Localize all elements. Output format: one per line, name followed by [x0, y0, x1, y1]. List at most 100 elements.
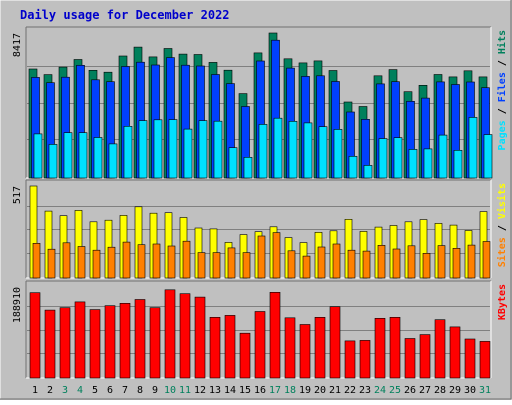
hits-panel: 8417 Pages / Files / Hits	[12, 26, 508, 179]
x-tick-label: 28	[434, 385, 446, 396]
x-tick-label: 21	[329, 385, 341, 396]
bar-pages-day-3	[63, 132, 73, 179]
x-tick-label: 16	[254, 385, 266, 396]
bar-sites-day-24	[377, 245, 386, 279]
bar-kbytes-day-25	[389, 316, 401, 379]
kbytes-panel: 188910 KBytes	[12, 280, 508, 379]
bar-pages-day-16	[258, 124, 268, 179]
legend-entry: Hits	[496, 30, 508, 54]
legend-entry: /	[497, 102, 508, 120]
bar-kbytes-day-26	[404, 338, 416, 379]
bar-kbytes-day-4	[74, 301, 86, 379]
bar-pages-day-7	[123, 126, 133, 179]
bar-sites-day-19	[302, 255, 311, 279]
x-tick-label: 27	[419, 385, 431, 396]
bar-sites-day-9	[152, 243, 161, 279]
bar-kbytes-day-10	[164, 289, 176, 379]
series-legend: Pages / Files / Hits	[496, 30, 508, 150]
y-max-label: 517	[12, 186, 23, 204]
bar-sites-day-2	[47, 248, 56, 279]
bars	[29, 289, 491, 379]
bar-kbytes-day-11	[179, 293, 191, 379]
bar-kbytes-day-30	[464, 338, 476, 379]
bar-kbytes-day-19	[299, 324, 311, 379]
x-tick-label: 18	[284, 385, 296, 396]
x-tick-label: 1	[32, 385, 38, 396]
series-legend: KBytes	[497, 284, 508, 320]
chart-panels: 8417 Pages / Files / Hits 517 Sites / Visit…	[12, 26, 508, 379]
bar-kbytes-day-21	[329, 306, 341, 379]
bar-pages-day-8	[138, 120, 148, 179]
bar-kbytes-day-6	[104, 305, 116, 379]
bar-kbytes-day-15	[239, 332, 251, 379]
bar-pages-day-15	[243, 157, 253, 179]
bar-pages-day-5	[93, 137, 103, 179]
x-tick-label: 14	[224, 385, 236, 396]
bar-sites-day-29	[452, 248, 461, 279]
bar-pages-day-1	[33, 133, 43, 179]
bar-pages-day-2	[48, 144, 58, 179]
bar-pages-day-11	[183, 128, 193, 179]
legend-entry: /	[497, 54, 508, 72]
x-tick-label: 29	[449, 385, 461, 396]
bar-pages-day-4	[78, 132, 88, 179]
bar-sites-day-27	[422, 253, 431, 279]
bar-kbytes-day-29	[449, 326, 461, 379]
bar-kbytes-day-18	[284, 317, 296, 379]
bar-sites-day-26	[407, 245, 416, 279]
bar-pages-day-14	[228, 147, 238, 179]
bar-kbytes-day-8	[134, 299, 146, 379]
bar-sites-day-22	[347, 249, 356, 279]
x-axis-labels: 1 2 3 4 5 6 7 8 9 10 11 12 13 14 15 16 17 18 19 20 21 22 23 24 2…	[32, 385, 491, 396]
bar-pages-day-17	[273, 117, 283, 179]
bar-pages-day-29	[453, 150, 463, 179]
bar-sites-day-10	[167, 245, 176, 279]
bar-sites-day-12	[197, 252, 206, 279]
bar-pages-day-9	[153, 119, 163, 179]
bar-pages-day-28	[438, 134, 448, 179]
bar-pages-day-27	[423, 148, 433, 179]
chart-title: Daily usage for December 2022	[20, 8, 230, 22]
bar-kbytes-day-5	[89, 309, 101, 379]
visits-panel: 517 Sites / Visits	[12, 179, 508, 279]
x-tick-label: 17	[269, 385, 281, 396]
x-tick-label: 10	[164, 385, 176, 396]
x-tick-label: 25	[389, 385, 401, 396]
bar-sites-day-15	[242, 252, 251, 279]
bar-kbytes-day-24	[374, 317, 386, 379]
bar-sites-day-30	[467, 244, 476, 279]
bar-pages-day-22	[348, 156, 358, 179]
legend-entry: Sites	[496, 237, 508, 267]
x-tick-label: 19	[299, 385, 311, 396]
legend-entry: Visits	[496, 183, 508, 219]
x-tick-label: 8	[137, 385, 143, 396]
bar-sites-day-11	[182, 240, 191, 279]
bar-sites-day-18	[287, 250, 296, 279]
bar-sites-day-28	[437, 245, 446, 279]
bar-sites-day-8	[137, 244, 146, 279]
legend-entry: Pages	[497, 120, 508, 150]
x-tick-label: 20	[314, 385, 326, 396]
bar-sites-day-7	[122, 241, 131, 279]
bar-kbytes-day-22	[344, 340, 356, 379]
x-tick-label: 2	[47, 385, 53, 396]
bar-kbytes-day-2	[44, 309, 56, 379]
bar-pages-day-30	[468, 117, 478, 179]
x-tick-label: 23	[359, 385, 371, 396]
bar-sites-day-20	[317, 246, 326, 279]
bar-pages-day-10	[168, 119, 178, 179]
bar-kbytes-day-16	[254, 311, 266, 379]
x-tick-label: 30	[464, 385, 476, 396]
x-tick-label: 9	[152, 385, 158, 396]
x-tick-label: 6	[107, 385, 113, 396]
bar-kbytes-day-20	[314, 316, 326, 379]
bar-pages-day-18	[288, 121, 298, 179]
bar-sites-day-17	[272, 232, 281, 279]
x-tick-label: 22	[344, 385, 356, 396]
bar-sites-day-25	[392, 248, 401, 279]
legend-entry: /	[497, 219, 508, 237]
series-legend: Sites / Visits	[496, 183, 508, 267]
bar-kbytes-day-1	[29, 292, 41, 379]
bar-pages-day-19	[303, 122, 313, 179]
